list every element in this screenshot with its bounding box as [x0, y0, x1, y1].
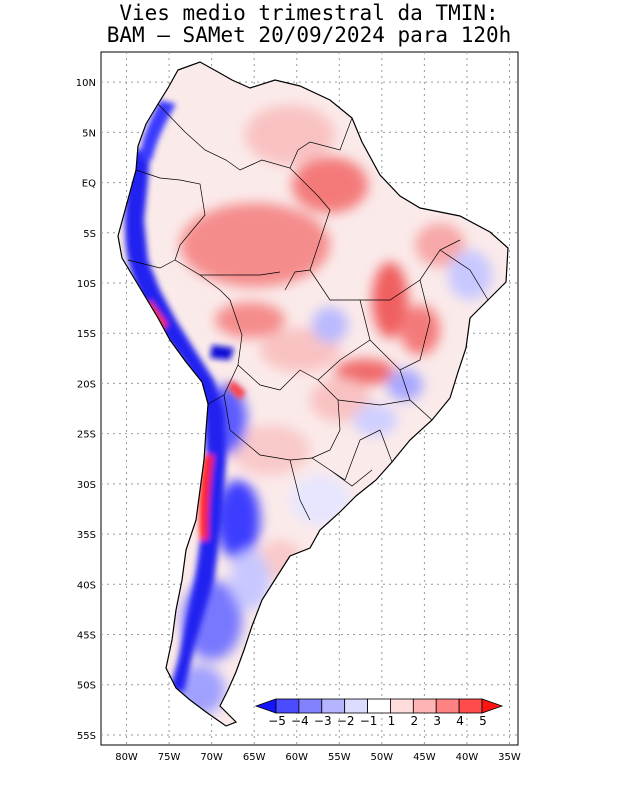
colorbar-label: −4 [291, 714, 309, 728]
lon-tick-label: 50W [371, 752, 394, 763]
lat-tick-label: 10S [77, 279, 96, 290]
colorbar-label: 4 [456, 714, 464, 728]
colorbar-box [390, 698, 414, 714]
lat-tick-label: 40S [77, 580, 96, 591]
lat-tick-label: 5S [83, 229, 96, 240]
colorbar-label: 3 [433, 714, 441, 728]
colorbar-box [412, 698, 437, 714]
lat-tick-label: 15S [77, 329, 96, 340]
colorbar-box [344, 698, 368, 714]
coastlines-and-borders [117, 61, 509, 727]
colorbar-extend-high [481, 698, 504, 714]
lon-tick-label: 60W [285, 752, 308, 763]
colorbar-box [321, 698, 346, 714]
lat-tick-label: 55S [77, 731, 96, 742]
lat-tick-label: 25S [77, 430, 96, 441]
lon-tick-labels: 80W 75W 70W 65W 60W 55W 50W 45W 40W 35W [115, 752, 521, 763]
chart-title-line2: BAM – SAMet 20/09/2024 para 120h [106, 23, 512, 47]
colorbar-box [298, 698, 323, 714]
lon-tick-label: 35W [498, 752, 521, 763]
colorbar-box [275, 698, 300, 714]
chart-title-line1: Vies medio trimestral da TMIN: [119, 1, 499, 25]
colorbar-box [435, 698, 460, 714]
colorbar-box [458, 698, 483, 714]
colorbar: −5 −4 −3 −2 −1 1 2 3 4 5 [254, 698, 504, 728]
lon-tick-label: 40W [456, 752, 479, 763]
lat-tick-label: 20S [77, 379, 96, 390]
lon-tick-label: 75W [158, 752, 181, 763]
colorbar-label: 5 [479, 714, 487, 728]
lon-tick-label: 70W [200, 752, 223, 763]
colorbar-label: 2 [411, 714, 419, 728]
lat-tick-labels: 10N 5N EQ 5S 10S 15S 20S 25S 30S 35S 40S 45S 50S 55S [76, 78, 96, 742]
lon-tick-label: 45W [413, 752, 436, 763]
colorbar-label: −3 [314, 714, 332, 728]
lon-tick-label: 55W [328, 752, 351, 763]
lon-tick-label: 65W [243, 752, 266, 763]
lat-tick-label: 30S [77, 480, 96, 491]
lon-tick-label: 80W [115, 752, 138, 763]
colorbar-label: 1 [388, 714, 396, 728]
colorbar-label: −1 [360, 714, 378, 728]
lat-tick-label: 45S [77, 631, 96, 642]
lat-tick-label: 5N [82, 128, 96, 139]
colorbar-label: −2 [337, 714, 355, 728]
lat-tick-label: 10N [76, 78, 96, 89]
lat-tick-label: 35S [77, 530, 96, 541]
colorbar-label: −5 [268, 714, 286, 728]
lat-tick-label: 50S [77, 681, 96, 692]
lat-tick-label: EQ [82, 179, 96, 190]
colorbar-box [367, 698, 391, 714]
